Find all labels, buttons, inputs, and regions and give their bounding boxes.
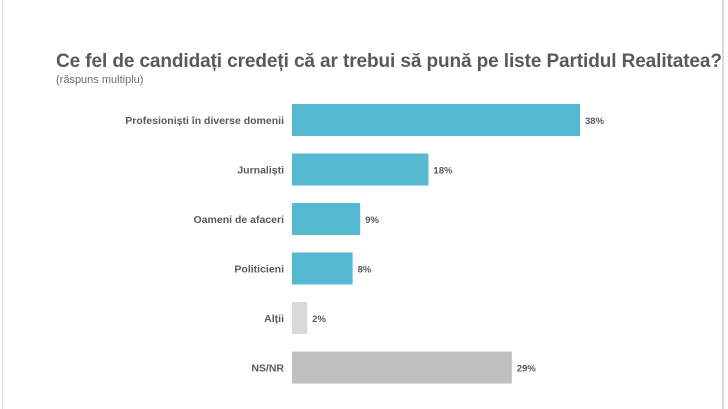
bar: [292, 153, 429, 186]
bar: [292, 351, 512, 384]
category-label: Jurnaliști: [237, 165, 284, 177]
category-label: Oameni de afaceri: [194, 214, 285, 226]
data-label: 29%: [517, 364, 537, 375]
category-label: Profesioniști în diverse domenii: [125, 115, 284, 127]
data-label: 18%: [433, 166, 453, 177]
data-label: 9%: [365, 215, 379, 226]
bar: [292, 252, 353, 285]
chart-subtitle: (răspuns multiplu): [56, 74, 144, 86]
data-label: 38%: [585, 116, 605, 127]
bar: [292, 104, 580, 136]
category-label: NS/NR: [251, 363, 284, 375]
chart-title: Ce fel de candidați credeți că ar trebui…: [56, 51, 722, 72]
bar: [292, 302, 308, 334]
data-label: 2%: [312, 314, 326, 325]
data-label: 8%: [358, 265, 372, 276]
category-label: Alții: [264, 313, 284, 325]
bar: [292, 203, 361, 235]
category-label: Politicieni: [234, 264, 284, 276]
